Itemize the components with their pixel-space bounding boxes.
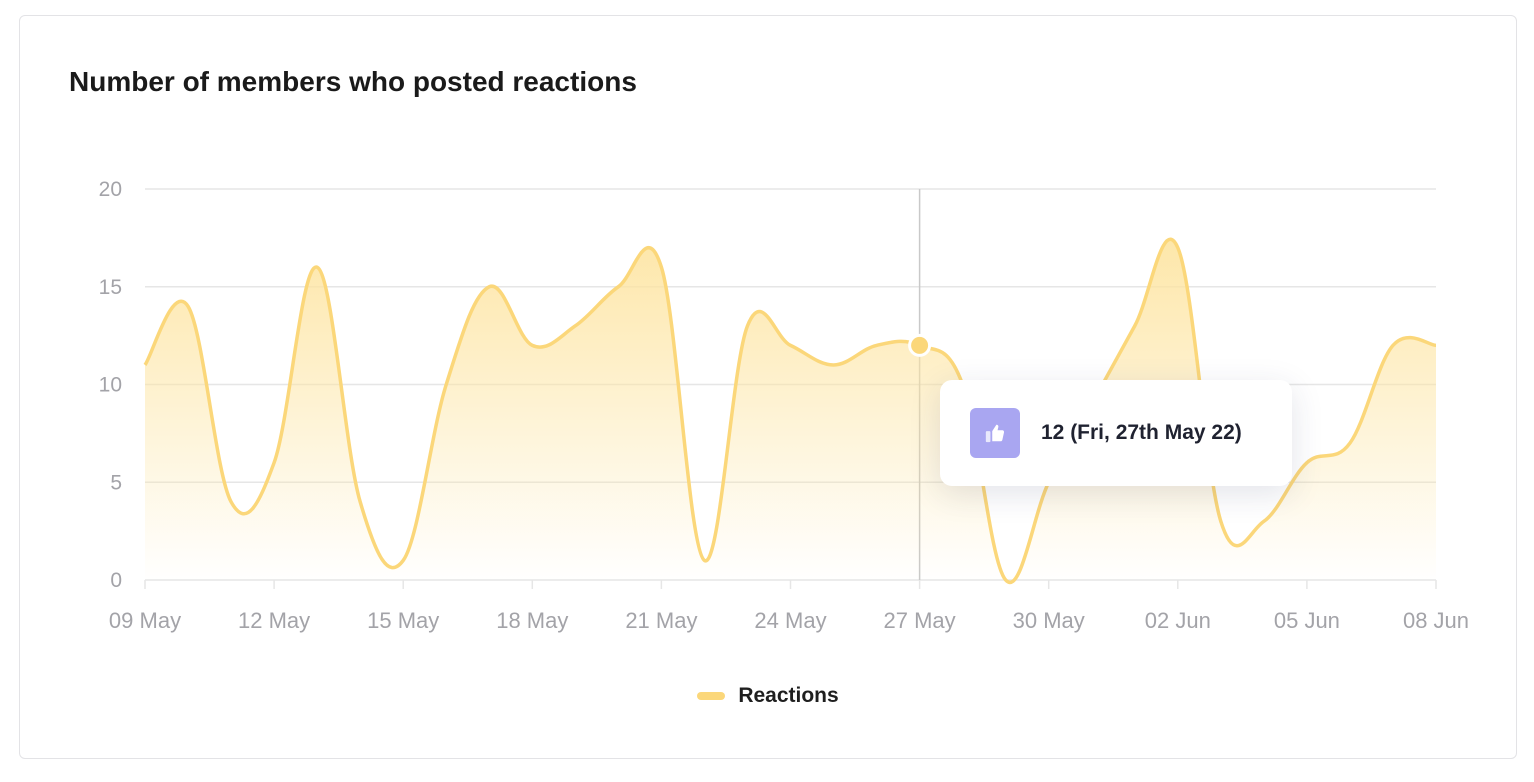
tooltip-value: 12 (Fri, 27th May 22) — [1041, 421, 1242, 444]
x-tick-label: 05 Jun — [1274, 608, 1340, 633]
legend: Reactions — [20, 684, 1516, 708]
x-tick-label: 08 Jun — [1403, 608, 1469, 633]
y-tick-label: 10 — [99, 374, 122, 397]
card-title: Number of members who posted reactions — [69, 66, 637, 97]
y-tick-label: 15 — [99, 276, 122, 299]
x-tick-label: 21 May — [625, 608, 697, 633]
legend-label-reactions[interactable]: Reactions — [738, 684, 839, 707]
x-tick-label: 27 May — [884, 608, 956, 633]
area-chart: 0 5 10 15 20 09 May 12 May 15 May 18 May 21 May 2… — [99, 178, 1469, 633]
thumbs-up-icon — [970, 408, 1020, 458]
highlighted-data-point[interactable] — [908, 333, 932, 357]
x-tick-label: 18 May — [496, 608, 568, 633]
x-tick-label: 09 May — [109, 608, 181, 633]
x-axis: 09 May 12 May 15 May 18 May 21 May 24 May 27 M… — [109, 580, 1469, 633]
series-line-reactions[interactable] — [143, 237, 1437, 585]
x-tick-label: 24 May — [754, 608, 826, 633]
y-tick-label: 20 — [99, 178, 122, 201]
tooltip: 12 (Fri, 27th May 22) — [940, 380, 1292, 486]
chart-card: Number of members who posted reactions 0… — [19, 15, 1517, 759]
y-tick-label: 0 — [110, 569, 122, 592]
series-area-reactions — [145, 239, 1436, 583]
x-tick-label: 15 May — [367, 608, 439, 633]
x-tick-label: 12 May — [238, 608, 310, 633]
y-axis: 0 5 10 15 20 — [99, 178, 122, 592]
x-tick-label: 02 Jun — [1145, 608, 1211, 633]
y-tick-label: 5 — [110, 471, 122, 494]
x-tick-label: 30 May — [1013, 608, 1085, 633]
legend-swatch — [697, 692, 726, 700]
